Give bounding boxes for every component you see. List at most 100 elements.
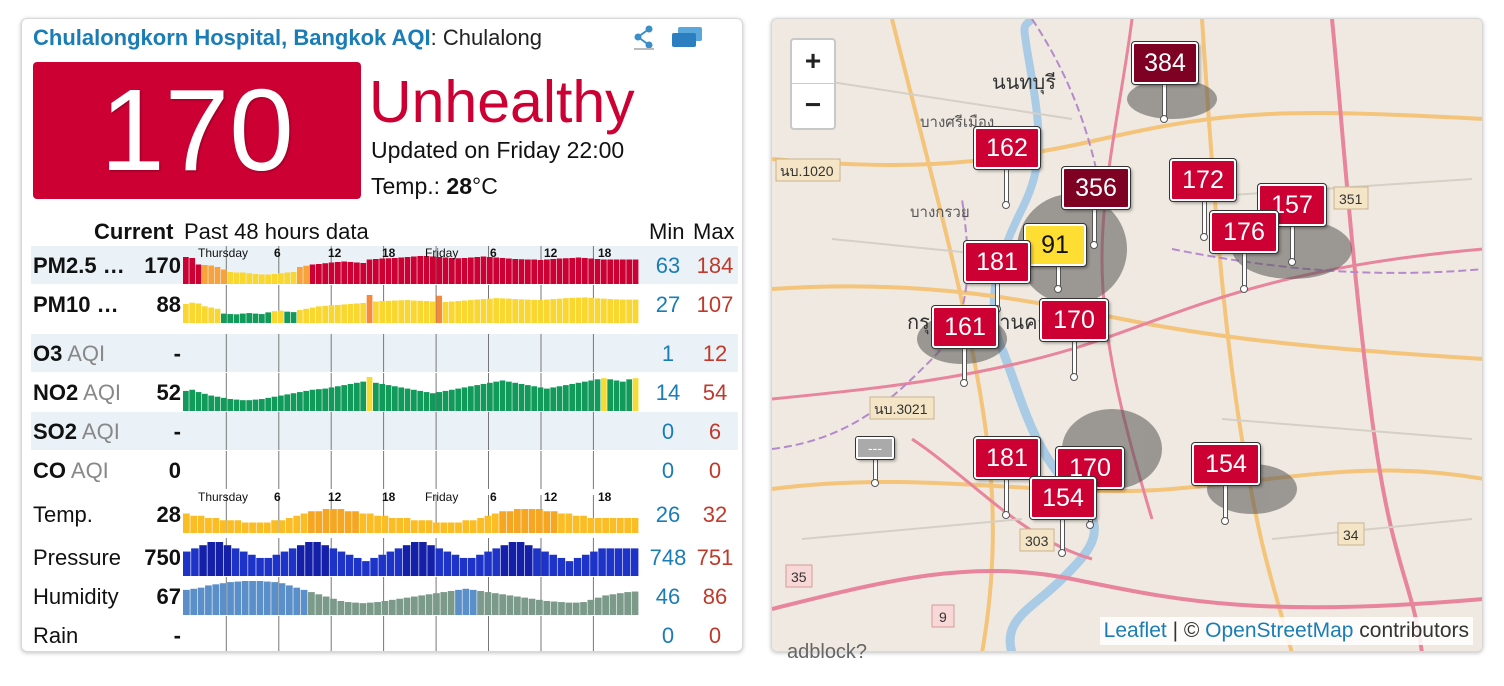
chart-axis-label: 18 [382,246,396,260]
humidity-bar [513,596,521,615]
current-value: - [173,623,181,648]
pm10-bar [195,303,202,323]
station-title-link[interactable]: Chulalongkorn Hospital, Bangkok AQI [33,25,431,50]
pollutant-row[interactable]: Temp. 28 26 32 [31,495,738,533]
current-value: 67 [156,584,181,609]
history-chart[interactable] [183,285,639,323]
map-tiles[interactable]: นนทบุรี บางศรีเมือง บางกรวย กรุงเทพมหานค… [772,19,1483,652]
pressure-bar [476,554,484,576]
station-marker[interactable]: 157 [1258,184,1326,226]
pm10-bar [423,301,430,323]
pressure-bar [191,548,199,576]
pm25-bar [430,256,436,284]
pm25-bar [278,273,284,284]
pollutant-row[interactable]: NO2 AQI 52 14 54 [31,373,738,411]
header-min: Min [649,219,685,244]
history-chart[interactable] [183,451,639,489]
station-marker[interactable]: 161 [932,306,998,348]
chart-axis-label: 6 [490,490,497,504]
history-chart[interactable] [183,246,639,284]
zoom-in-button[interactable]: + [792,40,834,84]
pressure-bar [207,542,215,576]
pm10-bar [354,303,360,323]
pm25-bar [265,274,272,284]
no2-bar [493,381,500,411]
pm25-bar [354,262,360,284]
marker-stem [1073,341,1076,377]
pm25-bar [480,256,487,284]
road-shield: นบ.3021 [874,401,928,417]
temp-unit: °C [472,173,498,199]
station-marker[interactable]: 162 [974,127,1040,169]
humidity-bar [344,602,352,615]
pm25-bar [271,274,278,284]
pm10-bar [360,302,367,323]
screens-icon[interactable] [670,25,704,51]
pm10-bar [322,305,329,323]
pm25-bar [436,257,443,284]
history-chart[interactable] [183,538,639,576]
no2-bar [455,388,462,411]
humidity-bar [433,593,440,615]
pollutant-unit: AQI [66,458,109,483]
pollutant-row[interactable]: CO AQI 0 0 0 [31,451,738,489]
station-marker[interactable]: 384 [1132,42,1198,84]
temp-bar [241,522,249,533]
pressure-bar [240,551,248,576]
pressure-bar [614,548,623,576]
pollutant-row[interactable]: O3 AQI - 1 12 [31,334,738,372]
map-card[interactable]: นนทบุรี บางศรีเมือง บางกรวย กรุงเทพมหานค… [771,18,1483,652]
share-icon[interactable] [632,25,656,51]
station-marker[interactable]: 172 [1170,159,1236,201]
history-chart[interactable] [183,334,639,372]
current-value: 170 [144,253,181,278]
pollutant-row[interactable]: Rain - 0 0 [31,616,738,651]
station-marker[interactable]: 154 [1030,477,1096,519]
no2-bar [537,387,544,411]
pm10-bar [297,309,303,323]
pm10-bar [632,299,639,323]
no2-bar [373,382,379,411]
osm-link[interactable]: OpenStreetMap [1205,619,1354,642]
history-chart[interactable] [183,577,639,615]
pollutant-row[interactable]: Pressure 750 748 751 [31,538,738,576]
pressure-bar [427,545,435,576]
pm25-bar [366,259,373,284]
temp-bar [308,511,315,533]
pollutant-row[interactable]: SO2 AQI - 0 6 [31,412,738,450]
max-value: 32 [702,502,728,527]
pressure-bar [370,557,378,576]
station-marker[interactable]: 176 [1210,211,1278,253]
pollutant-label: Humidity [33,584,119,609]
zoom-out-button[interactable]: − [804,89,822,120]
station-marker[interactable]: 154 [1192,443,1260,485]
station-marker[interactable]: 356 [1062,167,1130,209]
station-title: Chulalongkorn Hospital, Bangkok AQI: Chu… [33,25,542,51]
pollutant-row[interactable]: Humidity 67 46 86 [31,577,738,615]
pollutant-row[interactable]: PM2.5 … 170 63 184 [31,246,738,284]
history-chart[interactable] [183,412,639,450]
pollutant-row[interactable]: PM10 … 88 27 107 [31,285,738,323]
station-marker[interactable]: 91 [1024,224,1086,266]
current-value: - [173,419,181,444]
place-label: บางศรีเมือง [920,114,994,131]
updated-time: Updated on Friday 22:00 [371,137,625,163]
history-chart[interactable] [183,616,639,651]
no2-bar [626,379,633,411]
leaflet-link[interactable]: Leaflet [1103,619,1167,642]
no2-bar [278,395,284,411]
humidity-bar [499,594,507,615]
station-marker[interactable]: 170 [1040,299,1108,341]
temp-bar [263,522,271,533]
humidity-bar [212,584,220,615]
station-marker[interactable]: 181 [974,437,1040,479]
temp-bar [322,509,330,533]
history-chart-svg [225,412,594,450]
station-marker-no-data[interactable]: --- [856,437,894,459]
humidity-bar [528,598,536,615]
no2-bar [233,399,240,411]
history-chart[interactable] [183,373,639,411]
station-marker[interactable]: 181 [964,241,1030,283]
pm25-bar [493,257,500,284]
history-chart[interactable] [183,495,639,533]
